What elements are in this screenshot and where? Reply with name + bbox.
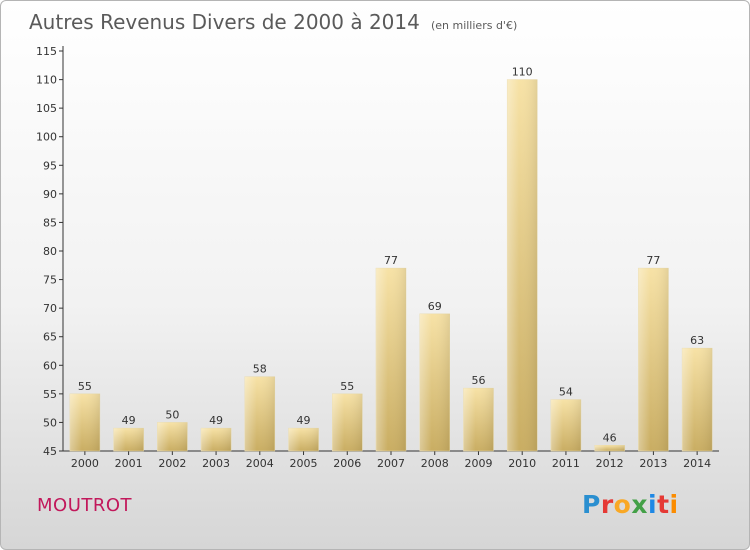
- y-tick-label: 105: [36, 102, 57, 115]
- chart-title: Autres Revenus Divers de 2000 à 2014 (en…: [29, 10, 517, 34]
- y-tick-label: 75: [43, 274, 57, 287]
- x-tick-label: 2010: [508, 457, 536, 470]
- bar-shading: [550, 399, 581, 451]
- bar-value-label: 49: [122, 414, 136, 427]
- bar-value-label: 49: [209, 414, 223, 427]
- bar-value-label: 55: [340, 380, 354, 393]
- logo-letter: i: [648, 490, 658, 519]
- logo-letter: o: [613, 490, 632, 519]
- x-tick-label: 2005: [290, 457, 318, 470]
- x-tick-label: 2001: [115, 457, 143, 470]
- bar-value-label: 49: [297, 414, 311, 427]
- chart-title-text: Autres Revenus Divers de 2000 à 2014: [29, 10, 420, 34]
- y-tick-label: 110: [36, 74, 57, 87]
- bar-shading: [244, 376, 275, 451]
- x-tick-label: 2011: [552, 457, 580, 470]
- bar-value-label: 110: [512, 66, 533, 79]
- x-tick-label: 2002: [158, 457, 186, 470]
- bar-shading: [682, 348, 713, 451]
- y-tick-label: 90: [43, 188, 57, 201]
- bar-shading: [69, 393, 100, 451]
- x-tick-label: 2006: [333, 457, 361, 470]
- y-tick-label: 100: [36, 131, 57, 144]
- x-tick-label: 2008: [421, 457, 449, 470]
- bar-shading: [463, 388, 494, 451]
- bar-shading: [507, 79, 538, 452]
- bar-shading: [332, 393, 363, 451]
- chart-unit-text: (en milliers d'€): [430, 19, 518, 32]
- bar-value-label: 46: [603, 431, 617, 444]
- y-tick-label: 60: [43, 359, 57, 372]
- bar-shading: [419, 313, 450, 451]
- bar-shading: [594, 445, 625, 451]
- x-tick-label: 2007: [377, 457, 405, 470]
- bar-value-label: 77: [646, 254, 660, 267]
- bar-shading: [113, 428, 144, 451]
- y-tick-label: 50: [43, 416, 57, 429]
- y-tick-label: 70: [43, 302, 57, 315]
- logo-letter: t: [657, 490, 670, 519]
- bar-value-label: 54: [559, 386, 573, 399]
- bar-value-label: 56: [471, 374, 485, 387]
- x-tick-label: 2000: [71, 457, 99, 470]
- logo-letter: x: [631, 490, 648, 519]
- bar-value-label: 63: [690, 334, 704, 347]
- bar-value-label: 55: [78, 380, 92, 393]
- logo-letter: r: [600, 490, 614, 519]
- y-tick-label: 65: [43, 331, 57, 344]
- y-tick-label: 55: [43, 388, 57, 401]
- x-tick-label: 2004: [246, 457, 274, 470]
- bar-shading: [157, 422, 188, 451]
- x-tick-label: 2003: [202, 457, 230, 470]
- commune-name: MOUTROT: [37, 495, 133, 516]
- bar-shading: [201, 428, 232, 451]
- bar-value-label: 77: [384, 254, 398, 267]
- logo-letter: P: [582, 490, 601, 519]
- bar-shading: [376, 268, 406, 451]
- bar-value-label: 50: [165, 408, 179, 421]
- y-tick-label: 115: [36, 45, 57, 58]
- y-tick-label: 80: [43, 245, 57, 258]
- x-tick-label: 2014: [683, 457, 711, 470]
- x-tick-label: 2009: [464, 457, 492, 470]
- proxiti-logo: Proxiti: [582, 490, 679, 519]
- bar-shading: [638, 268, 669, 451]
- y-tick-label: 95: [43, 159, 57, 172]
- logo-letter: i: [669, 490, 679, 519]
- x-tick-label: 2013: [639, 457, 667, 470]
- bar-shading: [288, 428, 319, 451]
- bar-value-label: 69: [428, 300, 442, 313]
- y-tick-label: 45: [43, 445, 57, 458]
- bar-value-label: 58: [253, 363, 267, 376]
- x-tick-label: 2012: [596, 457, 624, 470]
- y-tick-label: 85: [43, 216, 57, 229]
